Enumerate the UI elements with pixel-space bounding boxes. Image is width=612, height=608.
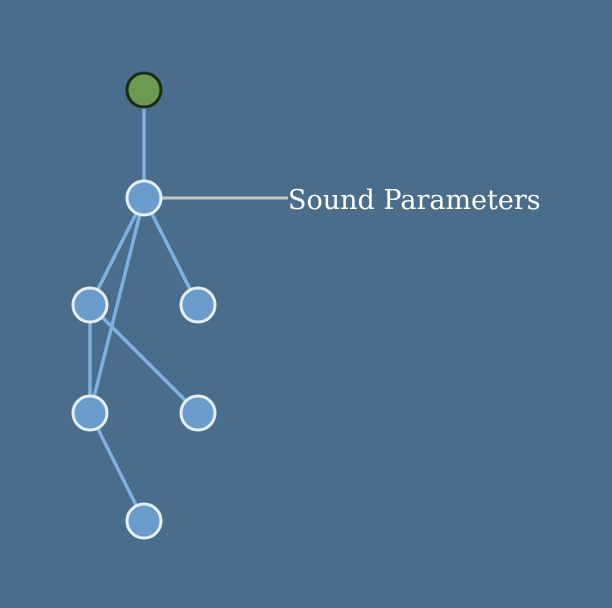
node-node-b[interactable]	[179, 286, 217, 324]
edge-node-c-to-node-e	[88, 412, 146, 522]
node-node-d[interactable]	[179, 394, 217, 432]
edge-sound-parameters-to-node-c	[88, 197, 146, 414]
node-node-c[interactable]	[71, 394, 109, 432]
edge-node-a-to-node-d	[88, 303, 200, 415]
edges-layer	[88, 90, 200, 522]
node-node-e[interactable]	[125, 502, 163, 540]
node-node-a[interactable]	[71, 286, 109, 324]
edge-sound-parameters-to-node-a	[88, 197, 146, 306]
callout-layer: Sound Parameters	[161, 185, 541, 216]
nodes-layer	[71, 71, 217, 540]
node-sound-parameters[interactable]	[125, 179, 163, 217]
edge-sound-parameters-to-node-b	[142, 197, 200, 306]
node-label-sound-parameters: Sound Parameters	[288, 185, 541, 216]
node-root[interactable]	[125, 71, 163, 109]
